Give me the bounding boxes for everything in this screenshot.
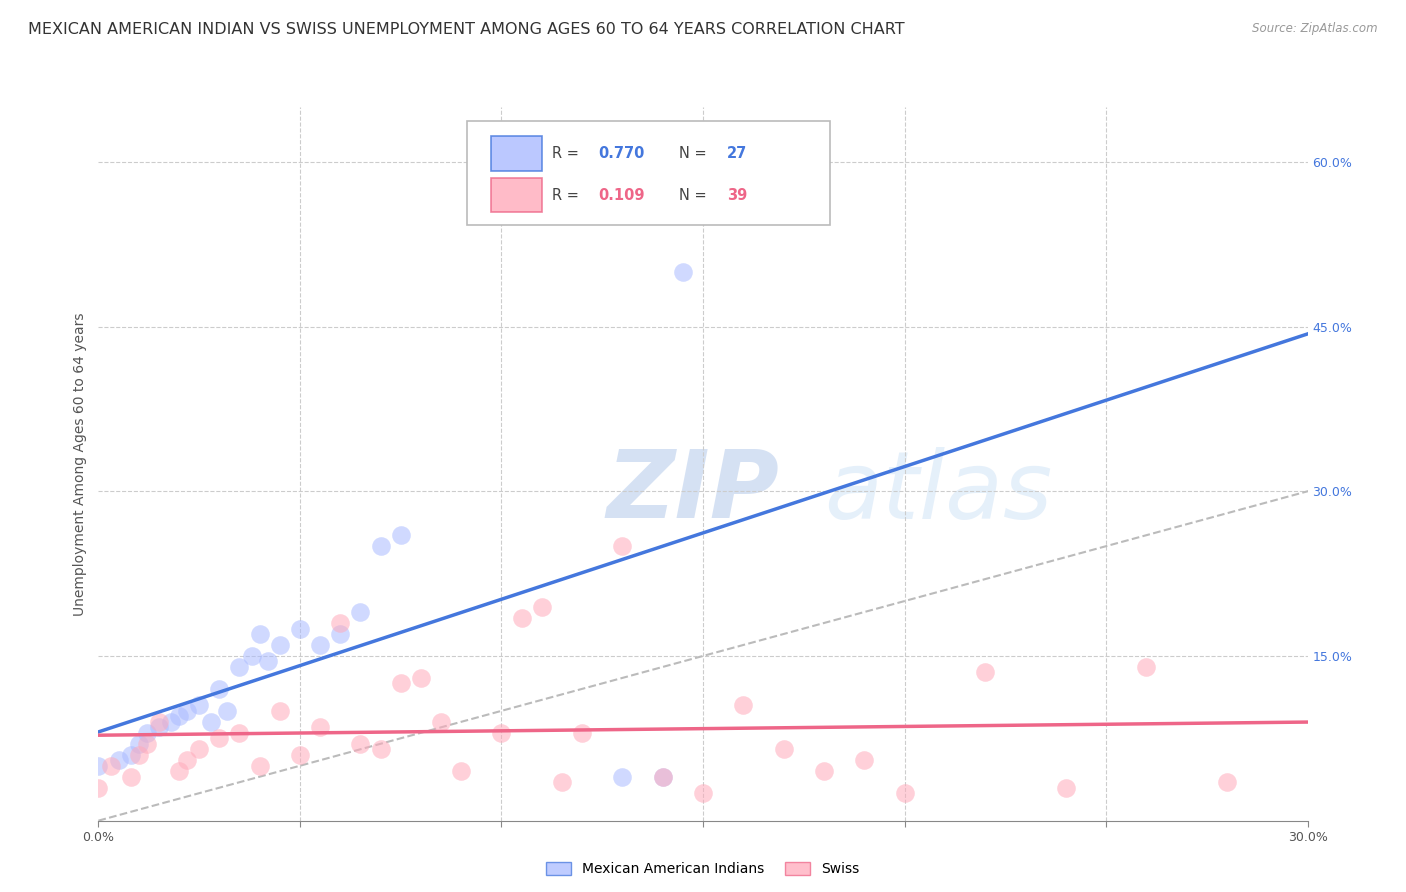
Point [491,726,513,740]
Point [228,660,250,674]
Text: 39: 39 [727,188,748,202]
Point [249,627,271,641]
FancyBboxPatch shape [492,136,543,170]
Point [148,714,170,729]
Point [208,731,231,746]
Point [135,737,157,751]
Point [200,714,222,729]
Point [389,676,412,690]
Point [430,714,453,729]
Point [1135,660,1157,674]
Point [530,599,553,614]
Point [692,786,714,800]
Point [240,648,263,663]
Point [188,742,211,756]
Point [733,698,755,713]
Point [128,737,150,751]
Point [612,539,634,553]
Point [309,638,332,652]
Point [370,539,392,553]
Point [853,753,876,767]
Point [148,720,170,734]
Point [370,742,392,756]
Y-axis label: Unemployment Among Ages 60 to 64 years: Unemployment Among Ages 60 to 64 years [73,312,87,615]
Point [612,770,634,784]
Point [288,622,311,636]
Point [228,726,250,740]
Point [329,615,352,630]
Text: R =: R = [553,188,583,202]
Point [249,758,271,772]
Text: N =: N = [679,146,711,161]
Point [120,770,142,784]
Point [651,770,673,784]
Point [176,704,198,718]
Text: 0.109: 0.109 [598,188,644,202]
Point [208,681,231,696]
Point [269,704,291,718]
Point [167,764,190,779]
Point [188,698,211,713]
Point [217,704,239,718]
Point [176,753,198,767]
Point [389,528,412,542]
Point [256,655,278,669]
Point [167,709,190,723]
Text: R =: R = [553,146,583,161]
Point [974,665,997,680]
Text: 0.770: 0.770 [598,146,644,161]
Point [349,605,371,619]
Text: 27: 27 [727,146,748,161]
FancyBboxPatch shape [467,121,830,225]
Point [160,714,183,729]
Point [813,764,835,779]
Point [772,742,794,756]
Point [1054,780,1077,795]
Point [100,758,122,772]
Text: MEXICAN AMERICAN INDIAN VS SWISS UNEMPLOYMENT AMONG AGES 60 TO 64 YEARS CORRELAT: MEXICAN AMERICAN INDIAN VS SWISS UNEMPLO… [28,22,904,37]
FancyBboxPatch shape [492,178,543,212]
Point [269,638,291,652]
Point [571,726,593,740]
Point [450,764,472,779]
Point [893,786,915,800]
Point [1216,775,1239,789]
Point [87,780,110,795]
Text: N =: N = [679,188,711,202]
Point [107,753,129,767]
Point [309,720,332,734]
Point [135,726,157,740]
Point [349,737,371,751]
Text: atlas: atlas [824,447,1052,538]
Legend: Mexican American Indians, Swiss: Mexican American Indians, Swiss [541,856,865,881]
Point [128,747,150,762]
Point [551,775,574,789]
Point [288,747,311,762]
Text: Source: ZipAtlas.com: Source: ZipAtlas.com [1253,22,1378,36]
Point [672,265,695,279]
Point [329,627,352,641]
Point [120,747,142,762]
Point [510,610,533,624]
Text: ZIP: ZIP [606,446,779,539]
Point [87,758,110,772]
Point [651,770,673,784]
Point [409,671,432,685]
